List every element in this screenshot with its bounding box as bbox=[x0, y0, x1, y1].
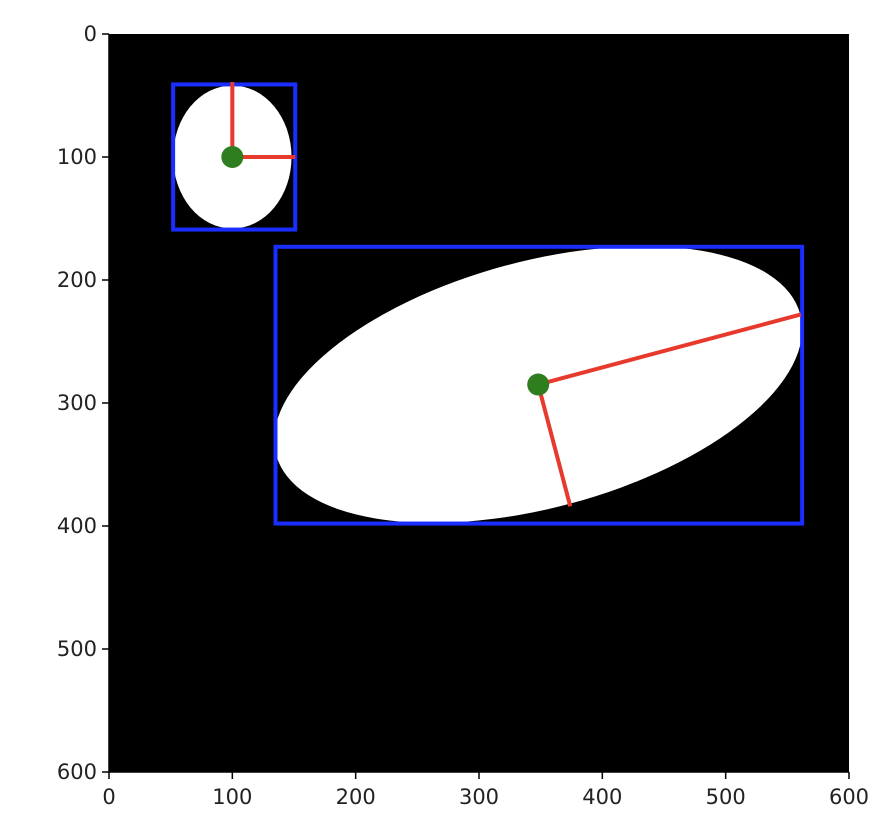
x-tick-label: 200 bbox=[336, 785, 376, 809]
small-ellipse-center-point bbox=[221, 146, 244, 168]
y-tick-label: 600 bbox=[57, 760, 97, 784]
y-tick-label: 200 bbox=[57, 268, 97, 292]
x-tick-label: 300 bbox=[459, 785, 499, 809]
y-tick-label: 500 bbox=[57, 637, 97, 661]
y-tick-label: 300 bbox=[57, 391, 97, 415]
large-ellipse-bounding-box bbox=[273, 244, 805, 526]
y-tick-label: 0 bbox=[84, 22, 97, 46]
large-ellipse-axis-line-1 bbox=[537, 312, 802, 387]
plot-layer bbox=[171, 81, 805, 526]
y-tick-label: 100 bbox=[57, 145, 97, 169]
x-tick-label: 100 bbox=[212, 785, 252, 809]
x-tick-label: 0 bbox=[102, 785, 115, 809]
x-tick-label: 600 bbox=[829, 785, 869, 809]
x-tick-label: 400 bbox=[582, 785, 622, 809]
large-ellipse-axis-line-2 bbox=[536, 384, 573, 507]
large-ellipse-center-point bbox=[527, 373, 550, 396]
x-tick-label: 500 bbox=[706, 785, 746, 809]
y-tick-label: 400 bbox=[57, 514, 97, 538]
